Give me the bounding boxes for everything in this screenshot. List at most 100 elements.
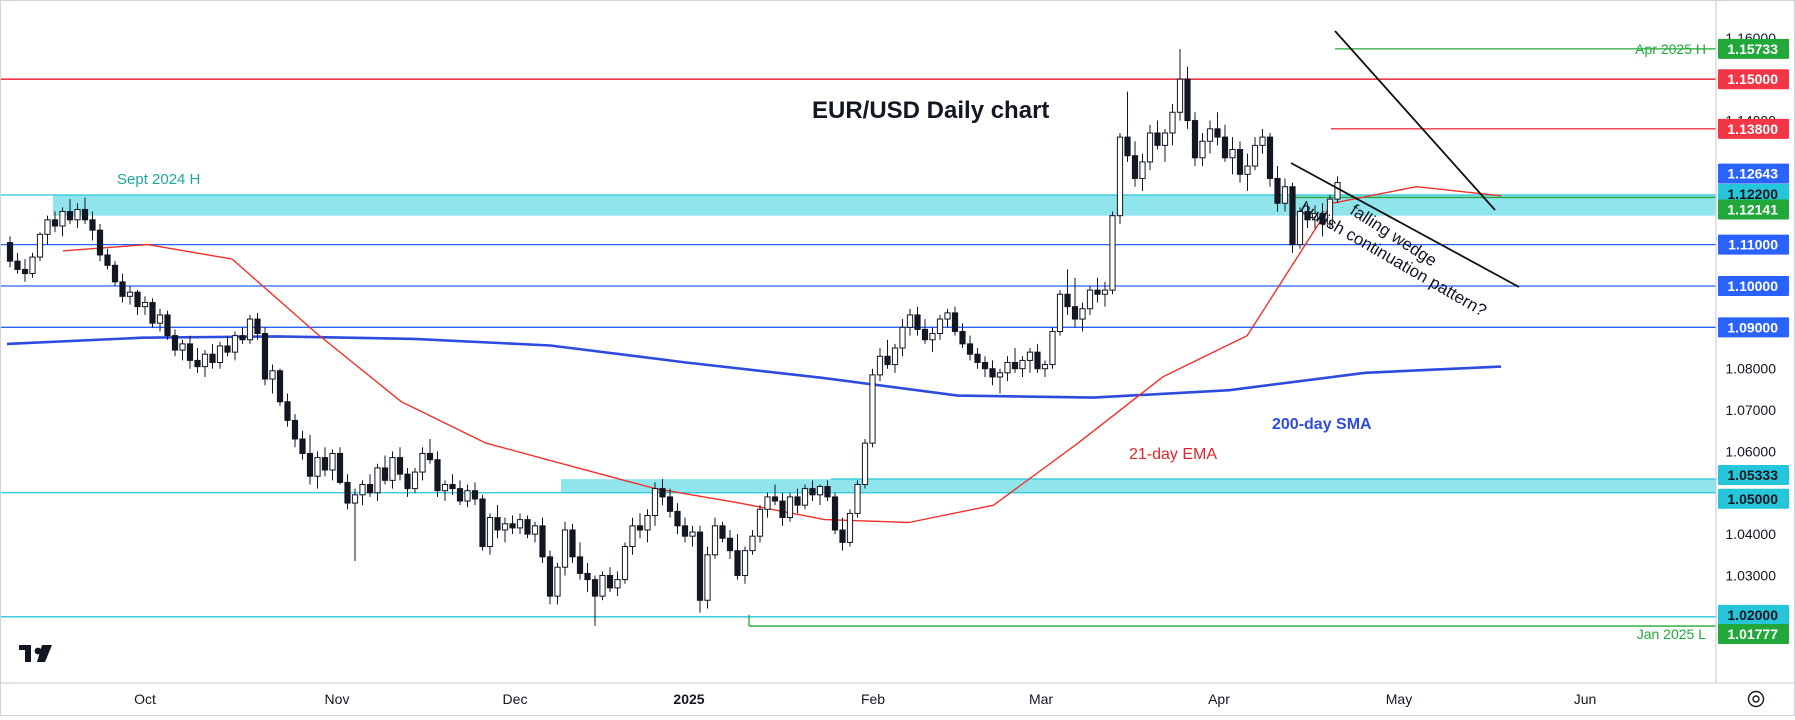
candle-body-down (606, 574, 614, 589)
candle (764, 492, 771, 518)
candle (299, 430, 306, 460)
candle (989, 360, 996, 386)
candle (1109, 211, 1116, 295)
candle-body-down (831, 496, 839, 531)
candle (216, 341, 224, 369)
candle (59, 207, 66, 237)
candle-body-down (659, 488, 666, 498)
candle-body-up (1139, 161, 1146, 179)
candle (119, 273, 126, 303)
price-tags: 1.15733 Apr 2025 H 1.15000 1.13800 1.12643 1.… (1635, 38, 1789, 645)
candle (1236, 141, 1244, 183)
candle-body-down (344, 481, 351, 504)
candle-body-down (824, 486, 831, 498)
candle-body-up (359, 483, 366, 496)
candle (1064, 269, 1071, 315)
candle (1154, 120, 1161, 150)
candle (891, 343, 899, 373)
candle-body-down (809, 488, 816, 496)
candle (666, 488, 674, 518)
candle (831, 492, 839, 535)
candle-body-up (216, 345, 224, 363)
candle-body-up (1004, 361, 1011, 374)
candle (1281, 178, 1289, 212)
candle (404, 467, 411, 497)
candle (1101, 281, 1109, 307)
candle-body-up (614, 579, 621, 589)
candle (1131, 141, 1139, 187)
candle-body-up (1206, 128, 1214, 142)
x-tick-label: Jun (1574, 691, 1597, 707)
candle-body-down (839, 529, 846, 543)
candle (1244, 153, 1251, 191)
tradingview-logo[interactable] (19, 645, 52, 662)
candle-body-up (464, 490, 471, 502)
candle-body-up (74, 208, 81, 221)
candle-body-down (569, 529, 576, 558)
candle-body-up (1019, 359, 1026, 370)
gear-icon[interactable] (1747, 690, 1765, 708)
candle-body-down (989, 368, 996, 378)
candle-body-down (921, 328, 929, 341)
candle (996, 368, 1004, 394)
candle (944, 308, 951, 328)
candle-body-up (1146, 132, 1154, 163)
candle (659, 479, 666, 506)
candle (186, 335, 194, 369)
candle-body-down (449, 483, 456, 490)
candle (1311, 205, 1319, 229)
candle-body-up (561, 529, 569, 568)
wedge-lower-line (1290, 162, 1520, 288)
candle-body-up (1296, 211, 1304, 246)
candle-body-up (201, 353, 209, 368)
wedge-layer (1290, 30, 1520, 288)
candle-body-down (584, 572, 591, 581)
candle (584, 563, 591, 593)
candle (1251, 137, 1259, 171)
price-tag-1-02000 (1718, 604, 1789, 625)
candle-body-up (936, 318, 944, 335)
candle-body-down (1011, 361, 1019, 370)
x-tick-label: Feb (861, 691, 885, 707)
candle (839, 517, 846, 551)
candle-body-down (224, 345, 231, 353)
candle-body-down (666, 496, 674, 512)
candle (1304, 203, 1311, 229)
candle (554, 563, 561, 605)
candle (884, 339, 891, 369)
candle-body-up (756, 508, 764, 537)
candle-body-down (494, 517, 501, 531)
candle (209, 343, 216, 369)
candle (1026, 348, 1034, 373)
candle-body-down (1034, 351, 1041, 370)
candle-body-down (366, 483, 374, 494)
candle-body-down (674, 510, 681, 527)
candle-body-up (689, 531, 696, 537)
candles-layer (6, 49, 1341, 626)
candle (456, 480, 464, 506)
candle (1191, 112, 1199, 167)
price-tag-1-12643 (1718, 163, 1789, 184)
x-tick-label: 2025 (673, 691, 704, 707)
candle (734, 534, 741, 580)
candle (1146, 124, 1154, 171)
candle (179, 339, 186, 361)
candle-body-down (726, 537, 734, 552)
sept-2024-high-label: Sept 2024 H (117, 171, 200, 188)
candle-body-up (629, 525, 636, 548)
candle (1139, 153, 1146, 191)
price-tag-note: Jan 2025 L (1637, 626, 1706, 642)
candle-body-down (1221, 136, 1229, 159)
candle-body-down (81, 208, 89, 221)
candle (351, 488, 359, 561)
candle-body-up (1176, 78, 1184, 113)
candle (464, 484, 471, 508)
candle-body-down (104, 254, 111, 266)
candle (149, 298, 156, 328)
candle (966, 335, 974, 361)
candle-body-up (351, 494, 359, 504)
candle-body-up (44, 219, 51, 235)
candle-body-up (1244, 165, 1251, 175)
x-tick-label: Apr (1208, 691, 1230, 707)
candle-body-down (306, 452, 314, 477)
